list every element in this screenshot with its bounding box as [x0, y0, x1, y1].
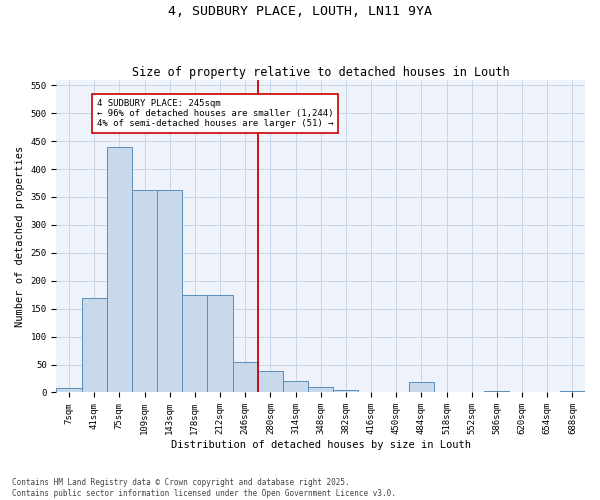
Text: Contains HM Land Registry data © Crown copyright and database right 2025.
Contai: Contains HM Land Registry data © Crown c…	[12, 478, 396, 498]
Text: 4 SUDBURY PLACE: 245sqm
← 96% of detached houses are smaller (1,244)
4% of semi-: 4 SUDBURY PLACE: 245sqm ← 96% of detache…	[97, 98, 333, 128]
Bar	[107, 146, 132, 392]
Bar	[560, 391, 585, 392]
Text: 4, SUDBURY PLACE, LOUTH, LN11 9YA: 4, SUDBURY PLACE, LOUTH, LN11 9YA	[168, 5, 432, 18]
Bar	[132, 190, 157, 392]
Bar	[157, 190, 182, 392]
Bar	[182, 294, 208, 392]
Bar	[82, 298, 107, 392]
Bar	[233, 362, 258, 392]
Bar	[333, 390, 358, 392]
Bar	[409, 382, 434, 392]
Bar	[56, 388, 82, 392]
Title: Size of property relative to detached houses in Louth: Size of property relative to detached ho…	[132, 66, 509, 78]
Bar	[258, 371, 283, 392]
Bar	[283, 382, 308, 392]
Bar	[484, 391, 509, 392]
Bar	[208, 294, 233, 392]
Y-axis label: Number of detached properties: Number of detached properties	[15, 146, 25, 326]
Bar	[308, 387, 333, 392]
X-axis label: Distribution of detached houses by size in Louth: Distribution of detached houses by size …	[171, 440, 471, 450]
